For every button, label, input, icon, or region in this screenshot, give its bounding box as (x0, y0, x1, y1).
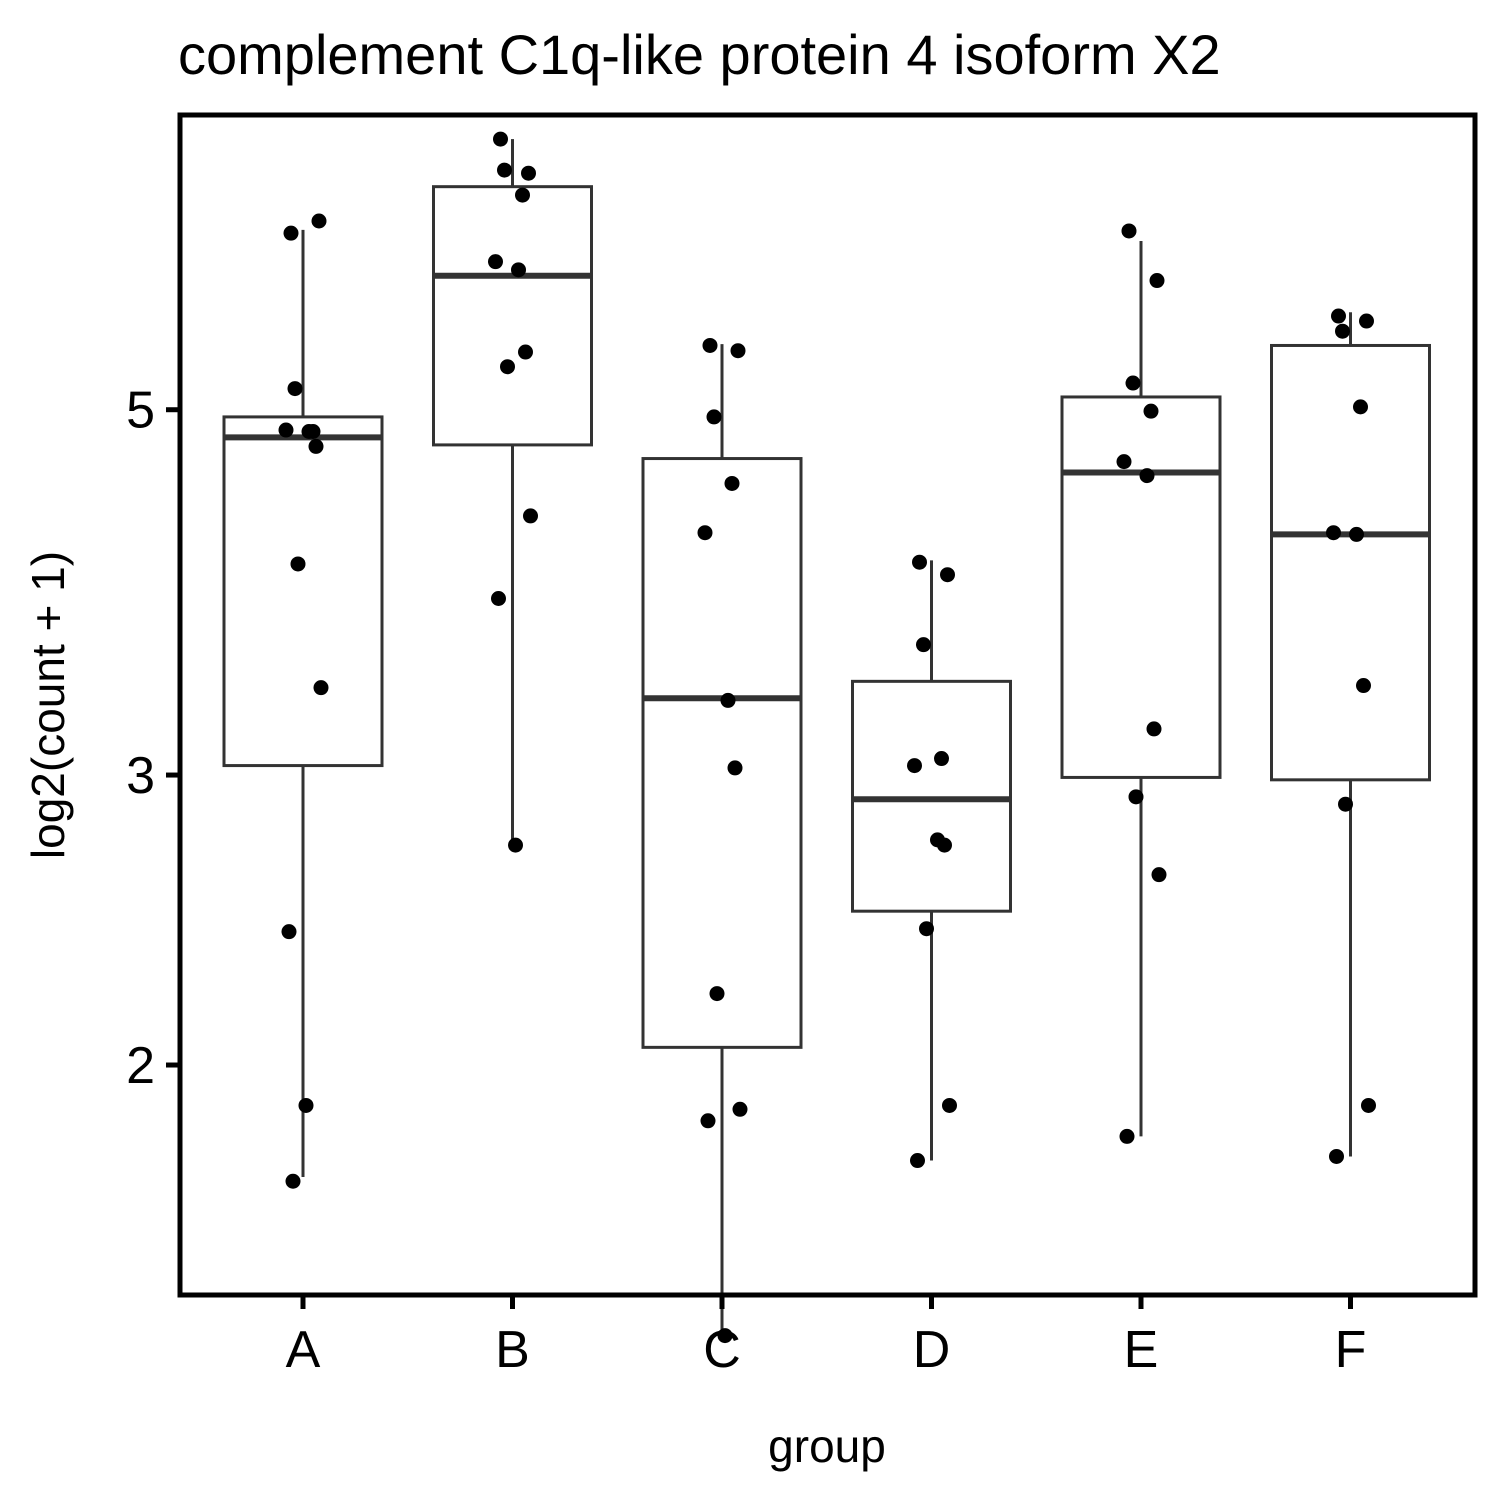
data-point-A (278, 422, 294, 438)
data-point-C (717, 1328, 733, 1344)
data-point-D (916, 637, 931, 653)
data-point-C (697, 525, 713, 541)
box-rect-A (222, 415, 384, 768)
data-point-C (709, 986, 725, 1002)
data-point-A (290, 556, 306, 572)
x-tick-label: B (495, 1321, 530, 1379)
data-point-C (700, 1113, 716, 1129)
chart-title: complement C1q-like protein 4 isoform X2 (178, 23, 1221, 86)
data-point-F (1356, 678, 1371, 694)
data-point-F (1329, 1148, 1344, 1164)
plot-area: 2 3 5 A B C D E F (126, 112, 1478, 1379)
data-point-A (313, 680, 329, 696)
y-tick-label: 5 (126, 382, 155, 440)
box-A (222, 229, 384, 1178)
box-E (1060, 241, 1222, 1137)
data-point-F (1349, 526, 1364, 542)
data-point-F (1359, 313, 1374, 329)
data-point-D (934, 751, 949, 767)
data-point-A (311, 213, 327, 229)
data-point-F (1335, 323, 1350, 339)
data-point-B (511, 262, 526, 278)
data-point-D (907, 758, 922, 774)
y-tick-label: 2 (126, 1037, 155, 1095)
x-tick-label: C (703, 1321, 741, 1379)
data-point-C (727, 760, 743, 776)
data-point-D (940, 567, 955, 583)
box-D (851, 560, 1012, 1161)
data-point-B (521, 165, 536, 181)
data-point-A (308, 438, 324, 454)
data-point-B (515, 187, 530, 203)
data-point-C (702, 337, 718, 353)
data-point-E (1121, 223, 1137, 239)
data-point-C (720, 692, 736, 708)
box-rect-F (1270, 343, 1431, 782)
x-axis-title: group (768, 1420, 886, 1472)
data-point-A (301, 424, 317, 440)
box-rect-D (851, 679, 1012, 913)
data-point-F (1353, 399, 1368, 415)
data-point-A (283, 225, 299, 241)
box-C (641, 344, 803, 1336)
data-point-E (1143, 403, 1159, 419)
data-point-F (1326, 525, 1341, 541)
x-tick-label: D (913, 1321, 951, 1379)
box-B (432, 139, 593, 846)
data-point-A (285, 1173, 301, 1189)
data-point-B (497, 162, 512, 178)
data-point-B (493, 131, 508, 147)
y-axis-title: log2(count + 1) (22, 551, 74, 859)
data-point-E (1146, 721, 1162, 737)
data-point-F (1361, 1097, 1376, 1113)
data-point-D (919, 921, 934, 937)
data-point-B (518, 344, 533, 360)
data-point-D (910, 1153, 925, 1169)
box-rect-E (1060, 395, 1222, 779)
data-point-A (287, 381, 303, 397)
data-point-D (912, 554, 927, 570)
data-point-C (724, 475, 740, 491)
x-tick-label: F (1335, 1321, 1367, 1379)
y-tick-label: 3 (126, 747, 155, 805)
data-point-E (1128, 789, 1144, 805)
box-rect-C (641, 457, 803, 1049)
x-tick-label: E (1124, 1321, 1159, 1379)
data-point-F (1338, 796, 1353, 812)
data-point-C (706, 409, 722, 425)
data-point-B (500, 359, 515, 375)
data-point-A (298, 1097, 314, 1113)
data-point-D (942, 1097, 957, 1113)
data-point-E (1116, 454, 1132, 470)
data-point-C (730, 343, 746, 359)
box-rect-B (432, 185, 593, 447)
data-point-E (1125, 375, 1141, 391)
data-point-F (1331, 308, 1346, 324)
data-point-B (508, 837, 523, 853)
data-point-C (732, 1101, 748, 1117)
data-point-E (1149, 273, 1165, 289)
data-point-B (523, 508, 538, 524)
data-point-E (1139, 468, 1155, 484)
data-point-B (488, 254, 503, 270)
data-point-E (1151, 867, 1167, 883)
data-point-D (937, 837, 952, 853)
plot-panel-border (177, 112, 1478, 1298)
data-point-A (281, 924, 297, 940)
x-tick-label: A (286, 1321, 321, 1379)
data-point-E (1119, 1128, 1135, 1144)
data-point-B (491, 591, 506, 607)
box-F (1270, 312, 1431, 1157)
